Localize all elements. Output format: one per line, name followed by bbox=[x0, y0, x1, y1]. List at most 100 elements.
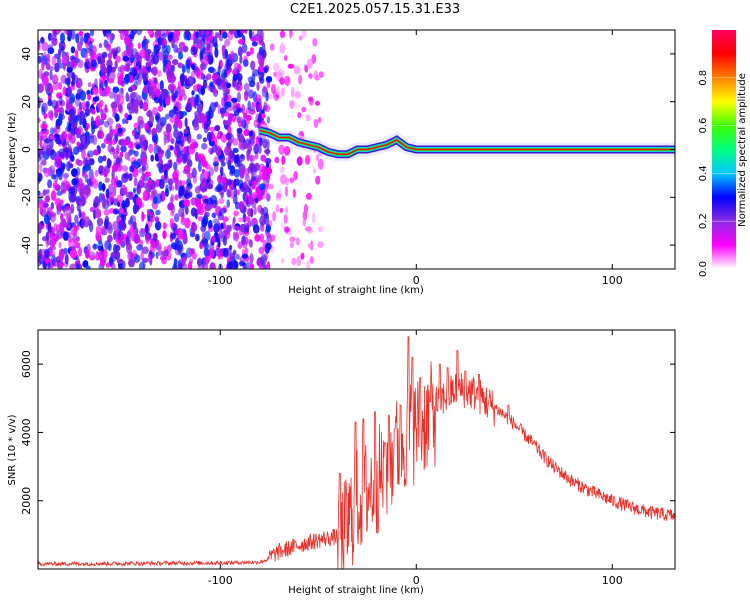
heatmap-cell bbox=[182, 169, 190, 175]
heatmap-cell bbox=[54, 53, 61, 59]
heatmap-cell bbox=[97, 155, 104, 164]
heatmap-cell bbox=[120, 145, 127, 153]
heatmap-cell bbox=[186, 154, 191, 160]
heatmap-cell bbox=[47, 47, 55, 55]
heatmap-cell bbox=[164, 149, 172, 160]
heatmap-cell bbox=[135, 30, 143, 36]
heatmap-cell bbox=[178, 41, 186, 50]
heatmap-cell bbox=[207, 85, 212, 91]
heatmap-cell bbox=[62, 231, 69, 241]
heatmap-cell bbox=[60, 213, 64, 222]
heatmap-cell bbox=[258, 246, 265, 255]
heatmap-cell bbox=[212, 88, 219, 94]
heatmap-cell bbox=[269, 43, 275, 51]
heatmap-cell bbox=[233, 187, 238, 198]
heatmap-cell bbox=[217, 181, 222, 188]
heatmap-cell bbox=[127, 46, 133, 57]
heatmap-cell bbox=[104, 79, 108, 88]
heatmap-cell bbox=[49, 165, 56, 175]
heatmap-cell bbox=[97, 129, 103, 138]
heatmap-cell bbox=[118, 220, 125, 231]
heatmap-cell bbox=[63, 208, 69, 217]
heatmap-cell bbox=[84, 186, 91, 198]
heatmap-cell bbox=[174, 213, 180, 223]
heatmap-cell bbox=[58, 148, 66, 158]
heatmap-cell bbox=[206, 183, 213, 190]
heatmap-cell bbox=[238, 38, 245, 45]
heatmap-cell bbox=[306, 58, 313, 69]
heatmap-cell bbox=[208, 219, 213, 229]
heatmap-cell bbox=[236, 91, 241, 103]
heatmap-cell bbox=[95, 119, 102, 127]
heatmap-cell bbox=[264, 157, 272, 164]
top-x-tick-label: 0 bbox=[413, 274, 420, 287]
bottom-y-ticks: 2000 4000 6000 bbox=[20, 350, 675, 515]
heatmap-cell bbox=[162, 222, 167, 230]
heatmap-cell bbox=[200, 50, 204, 60]
heatmap-cell bbox=[47, 44, 54, 50]
heatmap-cell bbox=[215, 78, 222, 86]
heatmap-cell bbox=[85, 248, 90, 259]
heatmap-cell bbox=[163, 58, 168, 67]
heatmap-cell bbox=[122, 55, 130, 62]
heatmap-cell bbox=[251, 192, 258, 199]
heatmap-cell bbox=[167, 32, 173, 42]
heatmap-cell bbox=[139, 99, 144, 110]
heatmap-cell bbox=[81, 218, 85, 229]
heatmap-cell bbox=[236, 127, 243, 134]
heatmap-cell bbox=[38, 172, 43, 182]
heatmap-cell bbox=[242, 181, 248, 188]
heatmap-cell bbox=[119, 151, 124, 158]
heatmap-cell bbox=[193, 123, 200, 131]
heatmap-cell bbox=[242, 58, 249, 67]
heatmap-cell bbox=[197, 257, 203, 267]
heatmap-cell bbox=[234, 232, 239, 243]
heatmap-cell bbox=[60, 45, 65, 54]
heatmap-cell bbox=[155, 112, 161, 124]
heatmap-cell bbox=[59, 221, 65, 233]
heatmap-cell bbox=[80, 182, 86, 193]
heatmap-cell bbox=[211, 235, 216, 243]
heatmap-cell bbox=[229, 189, 234, 199]
heatmap-cell bbox=[148, 143, 154, 154]
heatmap-cell bbox=[103, 120, 110, 128]
heatmap-cell bbox=[233, 62, 240, 70]
heatmap-cell bbox=[233, 210, 239, 217]
heatmap-cell bbox=[128, 258, 135, 268]
heatmap-cell bbox=[162, 32, 168, 39]
heatmap-cell bbox=[86, 265, 91, 269]
heatmap-cell bbox=[295, 237, 300, 246]
heatmap-cell bbox=[140, 145, 147, 155]
heatmap-cell bbox=[152, 233, 158, 242]
heatmap-cell bbox=[247, 76, 254, 83]
heatmap-cell bbox=[125, 118, 129, 124]
heatmap-cell bbox=[71, 178, 78, 186]
heatmap-cell bbox=[158, 178, 165, 189]
heatmap-cell bbox=[170, 210, 175, 217]
heatmap-cell bbox=[211, 144, 217, 153]
heatmap-cell bbox=[129, 30, 135, 40]
heatmap-cell bbox=[197, 216, 204, 222]
heatmap-cell bbox=[98, 42, 103, 49]
heatmap-cell bbox=[129, 66, 134, 78]
heatmap-cell bbox=[47, 179, 53, 189]
heatmap-cell bbox=[120, 139, 128, 146]
heatmap-cell bbox=[79, 90, 87, 101]
heatmap-cell bbox=[88, 40, 93, 52]
heatmap-cell bbox=[60, 133, 65, 143]
heatmap-cell bbox=[263, 66, 268, 74]
heatmap-cell bbox=[312, 37, 318, 47]
heatmap-cell bbox=[124, 73, 130, 84]
heatmap-cell bbox=[211, 212, 217, 219]
heatmap-cell bbox=[284, 75, 291, 87]
heatmap-cell bbox=[317, 158, 324, 170]
heatmap-cell bbox=[317, 116, 322, 124]
heatmap-cell bbox=[218, 198, 225, 204]
heatmap-cell bbox=[56, 171, 62, 178]
heatmap-cell bbox=[64, 181, 71, 191]
heatmap-cell bbox=[143, 41, 149, 51]
heatmap-cell bbox=[93, 96, 100, 102]
heatmap-cell bbox=[199, 30, 203, 37]
heatmap-cell bbox=[74, 127, 82, 135]
colorbar: 0.0 0.2 0.4 0.6 0.8 Normalized spectral ampl… bbox=[698, 30, 748, 277]
